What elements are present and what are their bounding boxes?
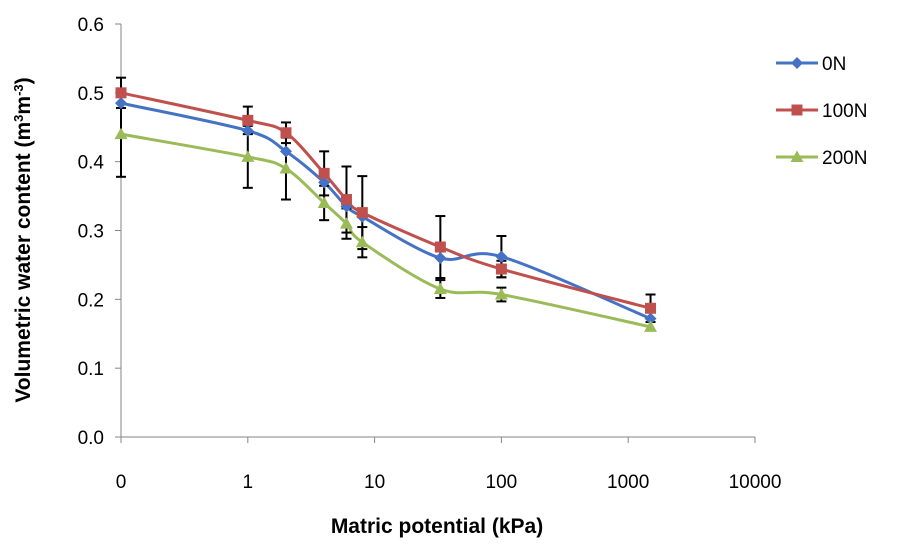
data-point — [115, 87, 127, 99]
data-point — [279, 145, 292, 158]
markers-100n — [115, 87, 657, 314]
data-point — [644, 320, 658, 332]
series-100n — [120, 91, 651, 310]
data-point — [318, 176, 331, 189]
series-layer — [114, 76, 658, 332]
legend-item-0n: 0N — [776, 54, 846, 75]
y-tick-labels: 0.0 0.1 0.2 0.3 0.4 0.5 0.6 — [78, 15, 105, 449]
legend-item-100n: 100N — [776, 101, 867, 122]
x-tick-labels: 0 1 10 100 1000 10000 — [116, 472, 782, 493]
legend-marker — [791, 57, 803, 69]
x-tick-label: 0 — [116, 472, 127, 493]
data-point — [645, 302, 657, 314]
error-bars-200n — [116, 90, 507, 303]
data-point — [241, 150, 255, 162]
x-axis-title: Matric potential (kPa) — [331, 515, 543, 538]
legend-label: 0N — [822, 54, 846, 75]
data-point — [241, 124, 254, 137]
x-tick-label: 10000 — [729, 472, 782, 493]
data-point — [340, 194, 352, 206]
data-point — [339, 217, 353, 229]
y-axis-title: Volumetric water content (m3m-3) — [11, 77, 36, 402]
data-point — [495, 250, 508, 263]
legend: 0N 100N 200N — [776, 54, 867, 169]
legend-item-200n: 200N — [776, 148, 867, 169]
data-point — [318, 167, 330, 179]
data-point — [434, 252, 447, 265]
legend-marker — [790, 150, 804, 162]
y-tick-label: 0.5 — [78, 84, 104, 105]
data-point — [279, 162, 293, 174]
data-point — [280, 127, 292, 139]
data-point — [355, 235, 369, 248]
data-point — [433, 282, 447, 295]
x-tick-label: 1000 — [607, 472, 649, 493]
legend-label: 200N — [822, 148, 867, 169]
legend-marker — [791, 104, 803, 116]
series-line-100n — [120, 91, 651, 310]
data-point — [356, 207, 368, 219]
data-point — [114, 127, 128, 140]
y-tick-label: 0.6 — [78, 15, 104, 36]
x-tick-label: 10 — [364, 472, 385, 493]
data-point — [494, 288, 508, 300]
y-tick-label: 0.1 — [78, 359, 104, 380]
legend-label: 100N — [822, 101, 867, 122]
y-tick-label: 0.2 — [78, 290, 104, 311]
data-point — [495, 263, 507, 275]
x-tick-label: 100 — [486, 472, 518, 493]
y-tick-label: 0.3 — [78, 222, 104, 243]
markers-200n — [114, 127, 658, 332]
x-tick-label: 1 — [243, 472, 254, 493]
axes — [115, 23, 756, 443]
data-point — [115, 97, 127, 110]
y-tick-label: 0.4 — [78, 153, 105, 174]
y-tick-label: 0.0 — [78, 428, 104, 449]
data-point — [317, 196, 331, 208]
data-point — [644, 312, 657, 325]
data-point — [434, 241, 446, 253]
markers-0n — [115, 97, 657, 325]
data-point — [242, 114, 254, 126]
